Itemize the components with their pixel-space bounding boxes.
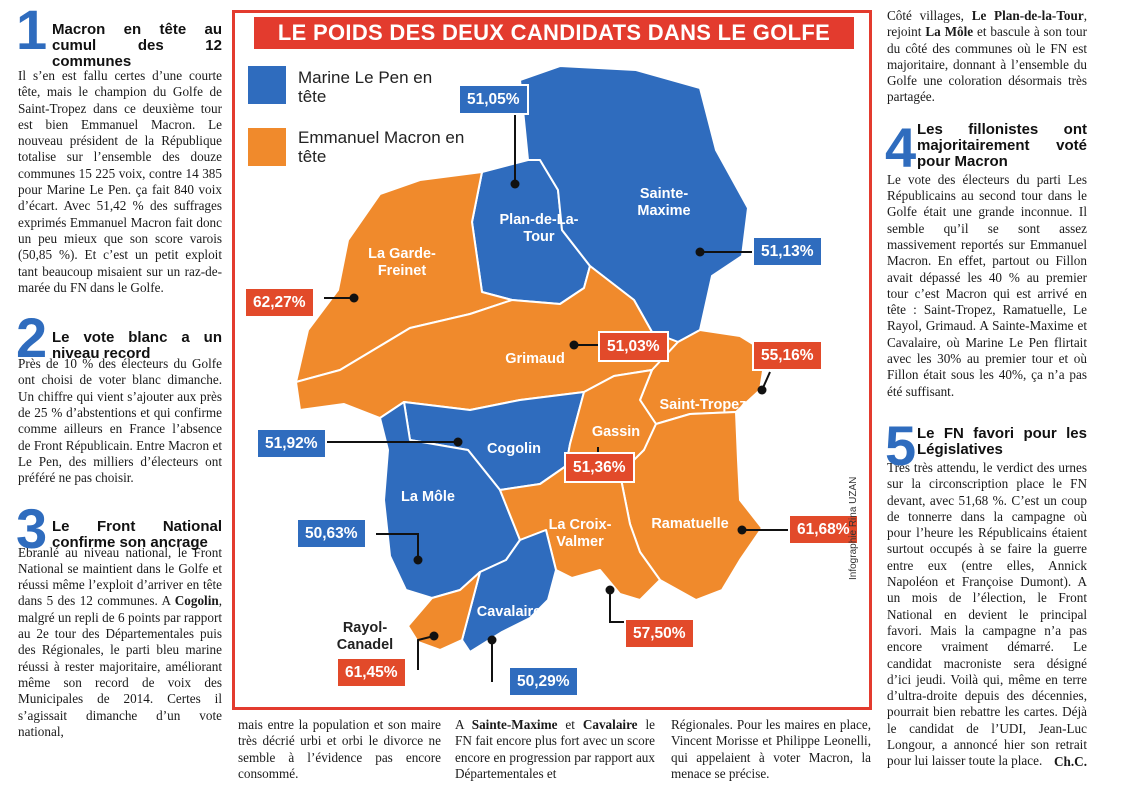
section-number: 4 [885,115,917,179]
pct-la-croix-valmer: 57,50% [624,618,695,649]
continuation-col-c: Régionales. Pour les maires en place, Vi… [671,717,871,781]
pct-ramatuelle: 61,68% [788,514,859,545]
section-4: 4 Les fillonistes ont majoritairement vo… [885,115,1087,400]
pct-rayol-canadel: 61,45% [336,657,407,688]
right-intro: Côté villages, Le Plan-de-la-Tour, rejoi… [887,8,1087,105]
leader-dot [349,293,359,303]
section-body: Le vote des électeurs du parti Les Répub… [887,171,1087,399]
section-body: Très très attendu, le verdict des urnes … [887,459,1087,769]
section-title: Le Front National confirme son ancrage [52,517,222,551]
right-column: Côté villages, Le Plan-de-la-Tour, rejoi… [885,8,1087,770]
pct-la-garde-freinet: 62,27% [244,287,315,318]
town-ramatuelle: La Croix-Valmer [548,517,612,550]
leader-dot [737,525,747,535]
map-credit: Infographie Rina UZAN [848,476,859,580]
section-number: 3 [16,496,48,560]
commune-name: Cogolin [174,593,219,609]
map-title: LE POIDS DES DEUX CANDIDATS DANS LE GOLF… [254,17,854,49]
section-title: Les fillonistes ont majoritairement voté… [917,120,1087,170]
pct-la-mole: 50,63% [296,518,367,549]
section-number: 5 [885,413,917,477]
signature: Ch.C. [1054,753,1087,769]
leader-dot [429,631,439,641]
leader-line [609,590,624,623]
section-title: Macron en tête au cumul des 12 communes [52,21,222,70]
leader-dot [695,247,705,257]
leader-line [376,533,419,560]
section-1: 1 Macron en tête au cumul des 12 commune… [16,2,222,296]
continuation-col-a: mais entre la population et son maire tr… [238,717,441,781]
leader-dot [605,585,615,595]
leader-dot [413,555,423,565]
leader-dot [453,437,463,447]
town-la-garde-freinet: La Garde-Freinet [368,246,436,279]
continuation-col-b: A Sainte-Maxime et Cavalaire le FN fait … [455,717,656,781]
town-saint-tropez: Saint-Tropez [659,397,747,413]
legend-swatch-macron [248,128,286,166]
section-body: Ebranlé au niveau national, le Front Nat… [18,544,222,739]
leader-line [417,635,435,670]
legend-label-macron: Emmanuel Macron en tête [298,128,465,166]
pct-cogolin: 51,92% [256,428,327,459]
leader-dot [487,635,497,645]
pct-saint-tropez: 55,16% [752,340,823,371]
leader-dot [510,179,520,189]
section-2: 2 Le vote blanc a un niveau record Près … [16,310,222,486]
town-ramatuelle-label: Ramatuelle [651,516,729,532]
legend-label-le-pen: Marine Le Pen en tête [298,68,433,106]
leader-dot [569,340,579,350]
leader-dot [757,385,767,395]
town-la-mole: La Môle [401,489,455,505]
legend-swatch-le-pen [248,66,286,104]
town-grimaud: Grimaud [505,351,565,367]
pct-cavalaire: 50,29% [508,666,579,697]
town-rayol-canadel: Rayol-Canadel [336,620,394,653]
section-body: Il s’en est fallu certes d’une courte tê… [18,68,222,295]
section-title: Le FN favori pour les Législatives [917,424,1087,458]
region-cavalaire [461,529,557,653]
pct-plan-de-la-tour: 51,05% [458,84,529,115]
pct-gassin: 51,36% [564,452,635,483]
section-number: 1 [16,0,48,61]
town-cavalaire: Cavalaire [476,604,542,620]
left-column: 1 Macron en tête au cumul des 12 commune… [16,2,222,741]
section-body: Près de 10 % des électeurs du Golfe ont … [18,356,222,486]
pct-sainte-maxime: 51,13% [752,236,823,267]
section-5: 5 Le FN favori pour les Législatives Trè… [885,417,1087,770]
town-sainte-maxime: Sainte-Maxime [637,186,691,219]
section-number: 2 [16,306,48,370]
section-title: Le vote blanc a un niveau record [52,329,222,363]
town-cogolin: Cogolin [487,441,541,457]
region-rayol-canadel [407,571,481,651]
town-gassin: Gassin [591,424,641,440]
section-3: 3 Le Front National confirme son ancrage… [16,500,222,741]
town-plan-de-la-tour: Plan-de-La-Tour [499,212,579,245]
pct-grimaud: 51,03% [598,331,669,362]
